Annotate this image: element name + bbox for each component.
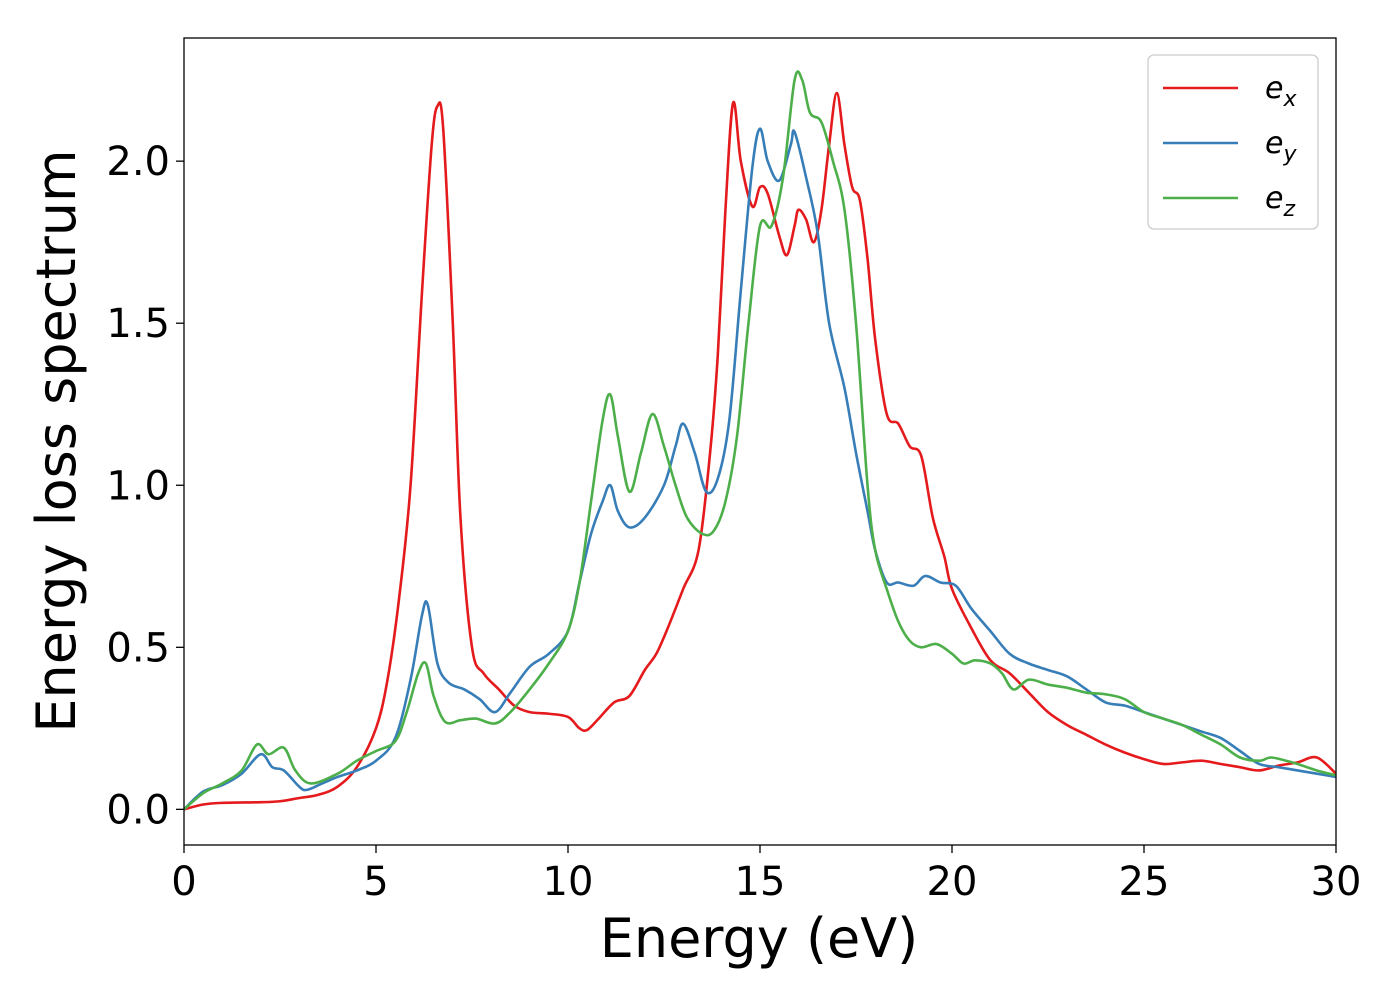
y-tick-label: 1.0 [106, 463, 170, 509]
x-tick-label: 20 [927, 859, 978, 905]
series-line-x [184, 91, 1336, 811]
series-line-z [184, 70, 1336, 811]
y-tick-label: 0.0 [106, 787, 170, 833]
x-tick-label: 30 [1311, 859, 1362, 905]
series-line-y [184, 127, 1336, 811]
y-axis-label: Energy loss spectrum [25, 149, 88, 732]
legend-label-y: ey [1265, 126, 1297, 167]
x-axis-label: Energy (eV) [600, 907, 919, 970]
x-tick-label: 5 [363, 859, 388, 905]
series-layer [184, 70, 1336, 811]
x-tick-label: 25 [1119, 859, 1170, 905]
legend-label-z: ez [1265, 181, 1295, 222]
y-tick-label: 2.0 [106, 139, 170, 185]
x-tick-label: 10 [543, 859, 594, 905]
x-tick-label: 0 [171, 859, 196, 905]
legend: ex ey ez [1147, 54, 1319, 230]
y-tick-label: 1.5 [106, 301, 170, 347]
y-tick-label: 0.5 [106, 625, 170, 671]
legend-label-x: ex [1265, 71, 1297, 112]
x-tick-label: 15 [735, 859, 786, 905]
ticks-layer: 0 5 10 15 20 25 30 0.0 0.5 1.0 1.5 2.0 [106, 139, 1361, 905]
legend-items: ex ey ez [1163, 71, 1297, 222]
